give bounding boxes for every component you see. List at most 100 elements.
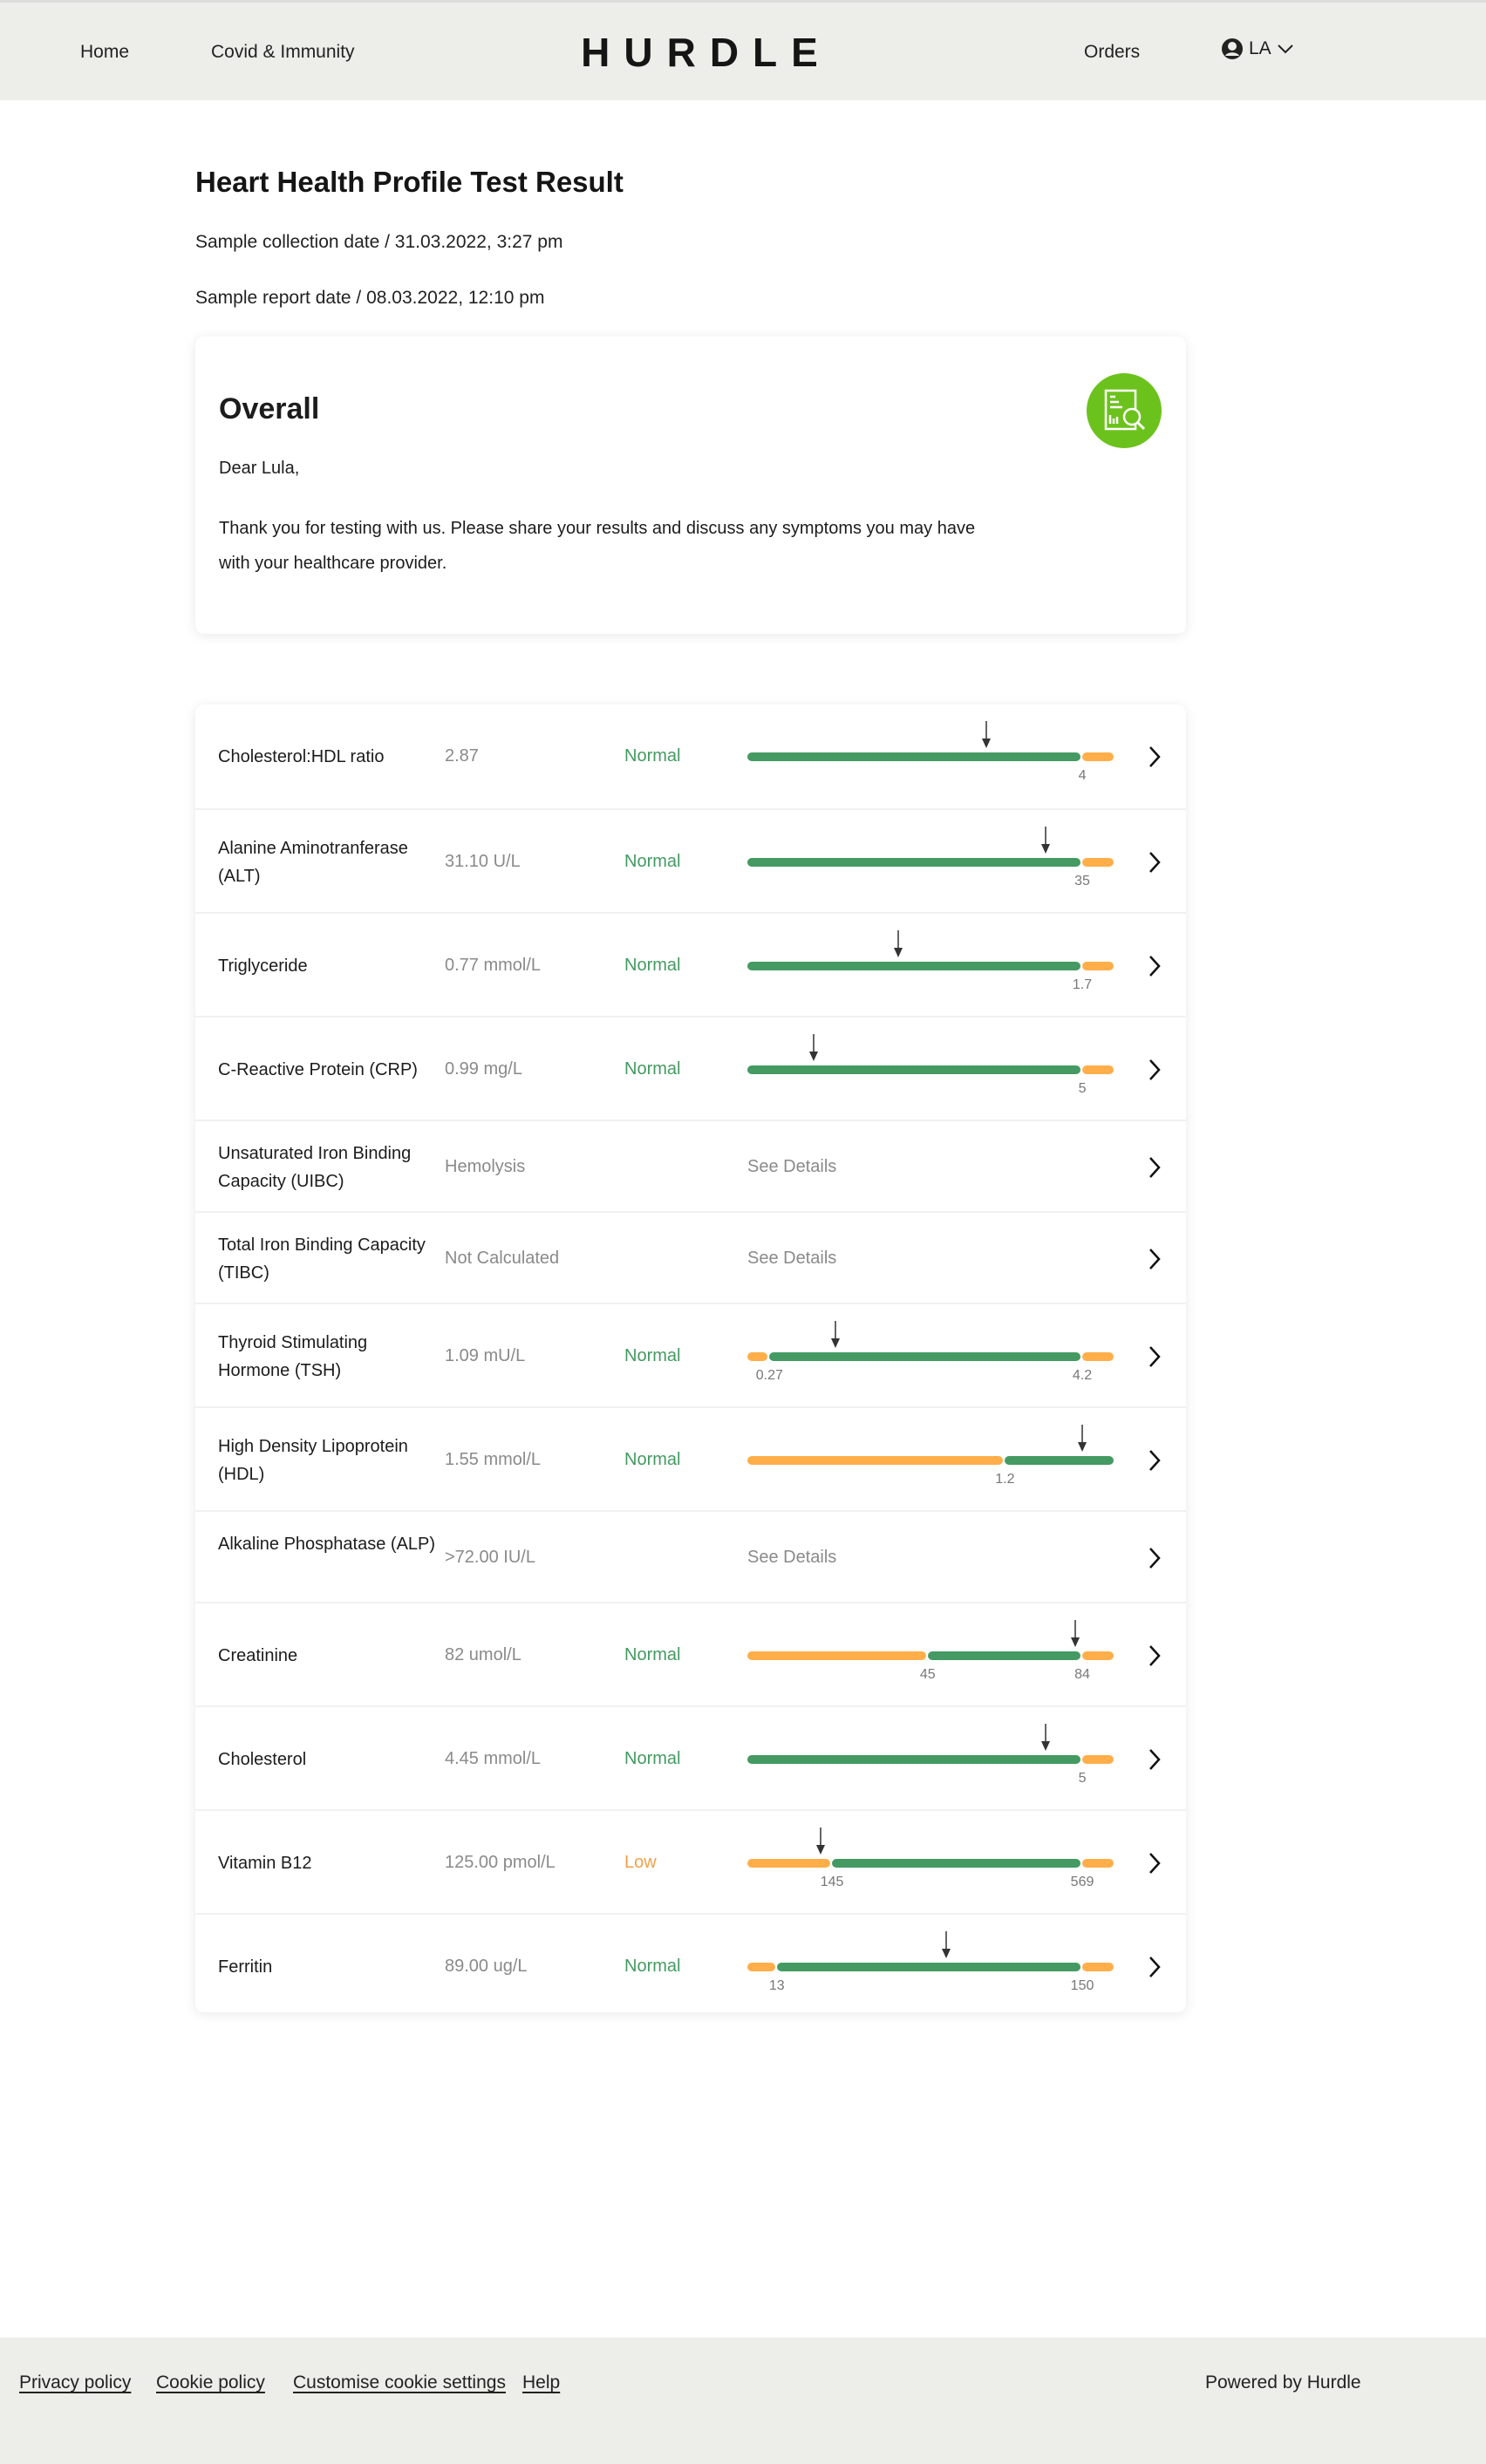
result-row[interactable]: Alkaline Phosphatase (ALP) >72.00 IU/L See… (195, 1510, 1186, 1602)
result-value: 0.99 mg/L (445, 1058, 522, 1079)
result-row[interactable]: High Density Lipoprotein (HDL) 1.55 mmol/… (195, 1406, 1186, 1510)
range-bar: 0.27 4.2 (747, 1320, 1115, 1383)
user-icon (1222, 38, 1243, 59)
cookie-policy-link[interactable]: Cookie policy (156, 2372, 265, 2393)
result-row[interactable]: Unsaturated Iron Binding Capacity (UIBC)… (195, 1120, 1186, 1211)
out-of-range-segment (1082, 1651, 1114, 1660)
range-threshold-label: 569 (1070, 1874, 1094, 1889)
chevron-right-icon[interactable] (1146, 1851, 1163, 1875)
nav-home-link[interactable]: Home (80, 42, 130, 62)
nav-orders-link[interactable]: Orders (1084, 42, 1141, 62)
result-marker-arrow-icon (1040, 1723, 1050, 1751)
top-nav-bar: Home Covid & Immunity HURDLE Orders LA (0, 0, 1486, 100)
range-threshold-label: 4.2 (1072, 1367, 1093, 1383)
range-bar: 45 84 (747, 1619, 1115, 1682)
see-details-link[interactable]: See Details (747, 1156, 837, 1176)
result-name: Ferritin (218, 1957, 273, 1977)
result-name: High Density Lipoprotein (HDL) (218, 1436, 408, 1484)
out-of-range-segment (747, 1858, 831, 1868)
chevron-right-icon[interactable] (1146, 1644, 1163, 1668)
result-name: Cholesterol:HDL ratio (218, 746, 385, 766)
range-bar: 35 (747, 826, 1115, 888)
overall-message: Thank you for testing with us. Please sh… (219, 519, 976, 573)
result-name: Unsaturated Iron Binding Capacity (UIBC) (218, 1143, 412, 1191)
result-row[interactable]: Cholesterol:HDL ratio 2.87 Normal 4 (195, 704, 1186, 808)
result-row[interactable]: Total Iron Binding Capacity (TIBC) Not Ca… (195, 1211, 1186, 1303)
range-bar: 145 569 (747, 1827, 1115, 1889)
normal-range-segment (769, 1351, 1080, 1361)
range-threshold-label: 145 (820, 1874, 844, 1889)
result-name: C-Reactive Protein (CRP) (218, 1059, 418, 1079)
out-of-range-segment (1082, 1754, 1114, 1764)
result-status: Normal (624, 1345, 681, 1365)
result-marker-arrow-icon (1078, 1424, 1087, 1452)
result-name: Cholesterol (218, 1749, 307, 1769)
chevron-right-icon[interactable] (1146, 1448, 1163, 1473)
range-threshold-label: 45 (919, 1666, 936, 1682)
result-row[interactable]: Alanine Aminotranferase (ALT) 31.10 U/L No… (195, 808, 1186, 912)
chevron-right-icon[interactable] (1146, 1955, 1163, 1979)
range-bar: 1.2 (747, 1424, 1115, 1487)
range-threshold-label: 0.27 (755, 1367, 783, 1383)
result-name: Alkaline Phosphatase (ALP) (218, 1534, 436, 1554)
result-row[interactable]: Vitamin B12 125.00 pmol/L Low 145 569 (195, 1809, 1186, 1913)
result-row[interactable]: Thyroid Stimulating Hormone (TSH) 1.09 mU… (195, 1303, 1186, 1406)
result-value: 4.45 mmol/L (445, 1748, 542, 1768)
range-threshold-label: 5 (1078, 1080, 1087, 1096)
out-of-range-segment (1082, 1858, 1114, 1868)
normal-range-segment (747, 1065, 1081, 1074)
powered-by: Powered by Hurdle (1205, 2372, 1361, 2393)
result-value: 31.10 U/L (445, 851, 521, 871)
user-initials: LA (1249, 38, 1271, 58)
range-threshold-label: 4 (1078, 767, 1087, 783)
result-name: Total Iron Binding Capacity (TIBC) (218, 1235, 426, 1283)
see-details-link[interactable]: See Details (747, 1547, 837, 1567)
chevron-right-icon[interactable] (1146, 1344, 1163, 1369)
result-name: Thyroid Stimulating Hormone (TSH) (218, 1332, 368, 1380)
nav-covid-immunity-link[interactable]: Covid & Immunity (211, 42, 355, 62)
chevron-right-icon[interactable] (1146, 1747, 1163, 1772)
range-threshold-label: 150 (1070, 1977, 1094, 1993)
result-name: Alanine Aminotranferase (ALT) (218, 838, 408, 886)
range-bar: 1.7 (747, 929, 1115, 992)
result-row[interactable]: Cholesterol 4.45 mmol/L Normal 5 (195, 1705, 1186, 1809)
sample-collection-date: Sample collection date / 31.03.2022, 3:2… (195, 232, 563, 252)
result-marker-arrow-icon (816, 1827, 826, 1855)
chevron-right-icon[interactable] (1146, 1546, 1163, 1570)
help-link[interactable]: Help (522, 2372, 561, 2393)
normal-range-segment (776, 1962, 1080, 1971)
result-row[interactable]: C-Reactive Protein (CRP) 0.99 mg/L Normal 5 (195, 1016, 1186, 1120)
page-title: Heart Health Profile Test Result (195, 166, 624, 198)
result-row[interactable]: Triglyceride 0.77 mmol/L Normal 1.7 (195, 912, 1186, 1016)
overall-card: Overall Dear Lula, Thank you for testing… (195, 337, 1186, 634)
range-threshold-label: 5 (1078, 1770, 1087, 1786)
see-details-link[interactable]: See Details (747, 1248, 837, 1268)
range-bar: 4 (747, 720, 1115, 783)
result-marker-arrow-icon (894, 929, 903, 957)
chevron-right-icon[interactable] (1146, 745, 1163, 769)
result-value: 0.77 mmol/L (445, 955, 542, 975)
range-threshold-label: 1.7 (1072, 977, 1093, 992)
out-of-range-segment (1082, 752, 1114, 761)
hurdle-logo[interactable]: HURDLE (581, 30, 832, 75)
range-bar: 13 150 (747, 1930, 1115, 1993)
chevron-right-icon[interactable] (1146, 1247, 1163, 1271)
range-threshold-label: 35 (1074, 873, 1090, 888)
chevron-right-icon[interactable] (1146, 850, 1163, 875)
customise-cookie-settings-link[interactable]: Customise cookie settings (293, 2372, 506, 2393)
chevron-right-icon[interactable] (1146, 954, 1163, 978)
out-of-range-segment (747, 1962, 775, 1971)
result-value: 1.55 mmol/L (445, 1449, 542, 1469)
user-menu[interactable]: LA (1221, 37, 1294, 60)
report-search-icon (1087, 373, 1162, 448)
chevron-right-icon[interactable] (1146, 1155, 1163, 1180)
result-row[interactable]: Creatinine 82 umol/L Normal 45 84 (195, 1602, 1186, 1705)
chevron-right-icon[interactable] (1146, 1058, 1163, 1082)
chevron-down-icon (1277, 44, 1293, 54)
range-bar: 5 (747, 1723, 1115, 1786)
normal-range-segment (747, 857, 1081, 867)
result-marker-arrow-icon (1040, 826, 1050, 854)
out-of-range-segment (1082, 961, 1114, 970)
privacy-policy-link[interactable]: Privacy policy (19, 2372, 132, 2393)
result-row[interactable]: Ferritin 89.00 ug/L Normal 13 150 (195, 1913, 1186, 2017)
